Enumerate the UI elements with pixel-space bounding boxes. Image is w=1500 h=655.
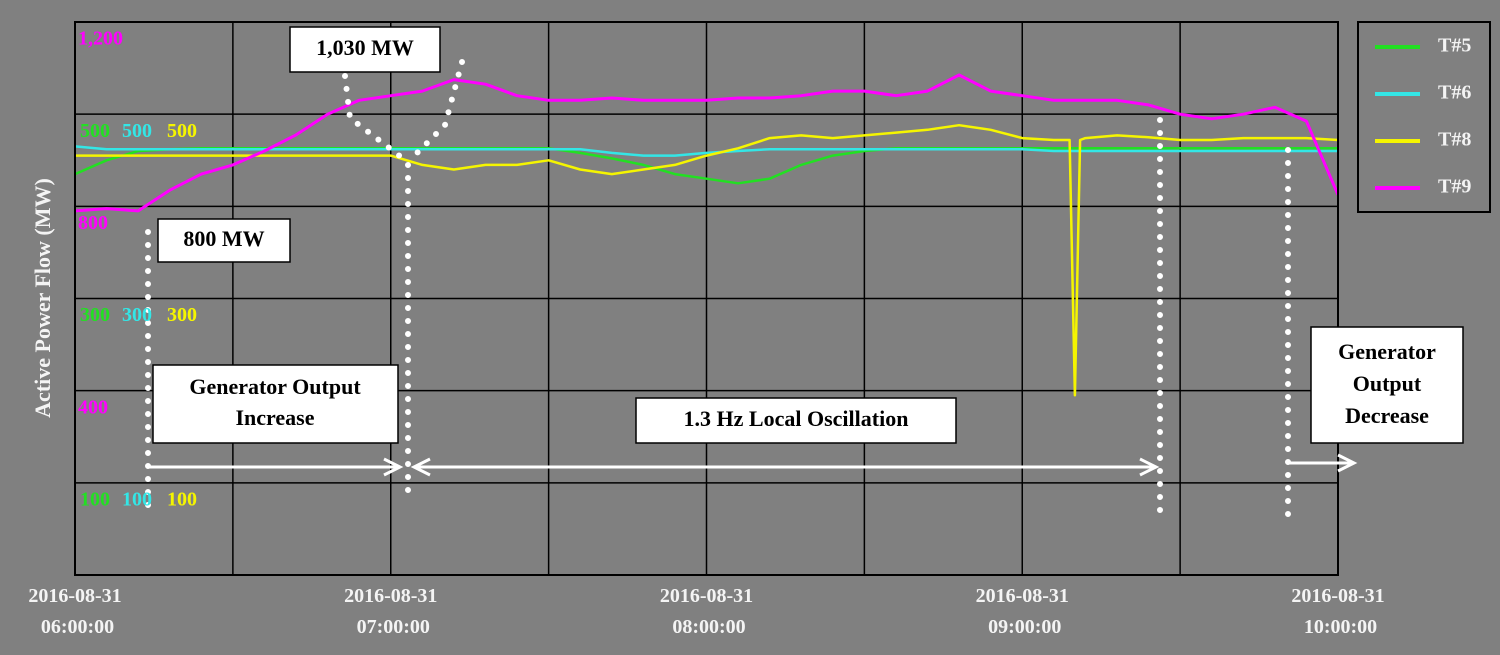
annotation-box xyxy=(635,397,957,444)
series-line xyxy=(75,123,1339,397)
y-tick-label: 500 xyxy=(80,120,110,142)
y-tick-label: 300 xyxy=(122,304,152,326)
x-tick-label: 2016-08-31 08:00:00 xyxy=(660,585,753,638)
y-tick-label: 100 xyxy=(80,488,110,510)
x-tick-label: 2016-08-31 10:00:00 xyxy=(1291,585,1384,638)
annotation: Generator Output xyxy=(189,374,361,399)
plot-frame xyxy=(74,21,1339,576)
arrowhead xyxy=(383,457,404,477)
y2-tick-label: 800 xyxy=(78,212,108,234)
y-tick-label: 500 xyxy=(122,120,152,142)
y2-tick-label: 400 xyxy=(78,396,108,418)
dotted-line xyxy=(342,73,408,163)
y-tick-label: 300 xyxy=(80,304,110,326)
annotations: 1,030 MW 800 MW Generator Output Increas… xyxy=(152,26,1464,444)
series-line xyxy=(74,73,1340,213)
arrowhead xyxy=(410,457,431,477)
plot-lines xyxy=(74,73,1340,397)
annotation: 1.3 Hz Local Oscillation xyxy=(684,406,909,431)
legend-label: T#9 xyxy=(1438,176,1471,198)
y-axis-label: Active Power Flow (MW) xyxy=(30,178,55,418)
arrowhead xyxy=(1139,457,1160,477)
series-line xyxy=(74,145,1338,157)
guides xyxy=(145,59,1358,525)
legend-label: T#6 xyxy=(1438,82,1471,104)
dotted-line xyxy=(412,59,465,158)
x-tick-label: 2016-08-31 06:00:00 xyxy=(28,585,121,638)
y-tick-label: 100 xyxy=(167,488,197,510)
annotation: Generator xyxy=(1338,339,1436,364)
legend-label: T#5 xyxy=(1438,35,1471,57)
annotation-box xyxy=(1310,326,1464,444)
annotation: Decrease xyxy=(1345,403,1429,428)
arrowhead xyxy=(1337,453,1358,473)
annotation: Increase xyxy=(235,405,314,430)
y-tick-label: 100 xyxy=(122,488,152,510)
annotation: 800 MW xyxy=(183,226,264,251)
annotation-box xyxy=(152,364,399,444)
annotation-box xyxy=(157,218,291,263)
annotation: 1,030 MW xyxy=(316,35,414,60)
y2-tick-label: 1,200 xyxy=(78,28,123,50)
y-tick-label: 300 xyxy=(167,304,197,326)
annotation-box xyxy=(289,26,441,73)
legend-label: T#8 xyxy=(1438,129,1471,151)
annotation: Output xyxy=(1353,371,1422,396)
x-tick-label: 2016-08-31 09:00:00 xyxy=(976,585,1069,638)
x-tick-label: 2016-08-31 07:00:00 xyxy=(344,585,437,638)
legend xyxy=(1357,21,1491,213)
y-tick-label: 500 xyxy=(167,120,197,142)
